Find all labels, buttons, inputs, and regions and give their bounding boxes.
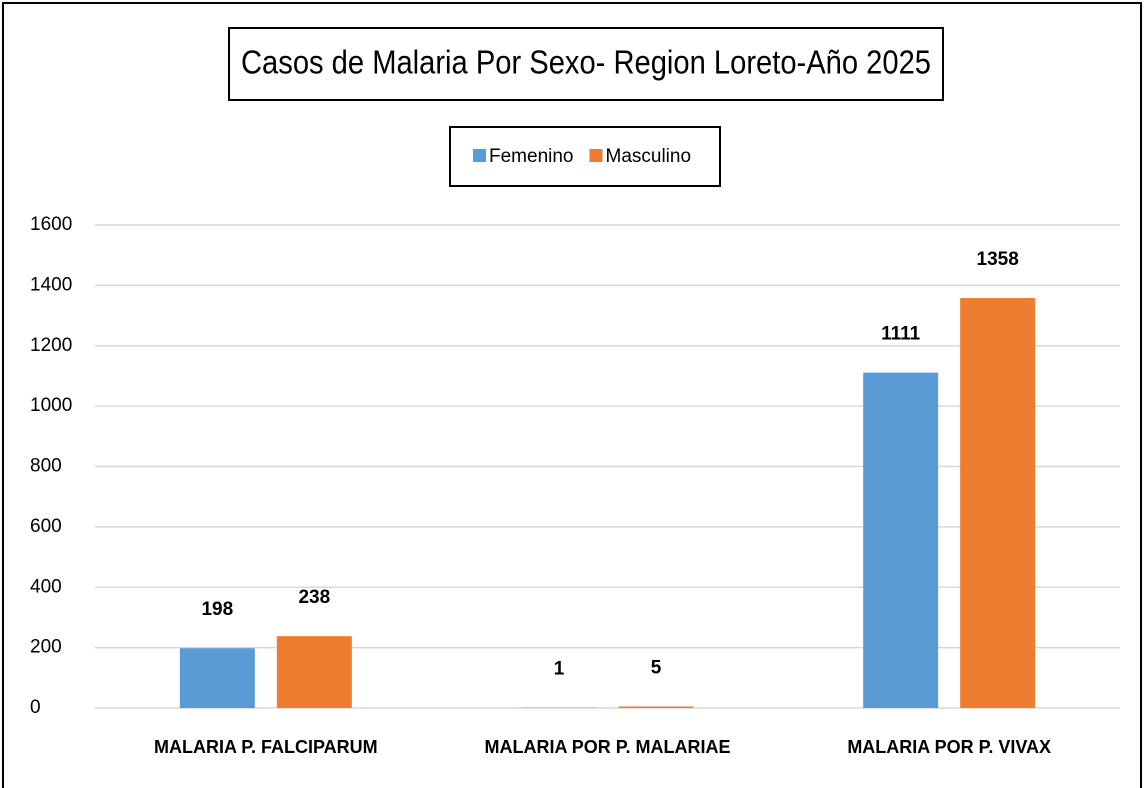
x-tick-label: MALARIA P. FALCIPARUM <box>154 737 378 757</box>
legend-swatch <box>473 149 486 162</box>
data-label: 1 <box>554 659 565 680</box>
x-tick-label: MALARIA POR P. MALARIAE <box>484 737 730 757</box>
y-tick-label: 1000 <box>30 395 72 416</box>
y-tick-label: 200 <box>30 637 62 658</box>
bar <box>618 706 694 708</box>
legend-box <box>449 126 721 187</box>
y-tick-label: 1600 <box>30 214 72 235</box>
y-tick-label: 0 <box>30 697 41 718</box>
bar <box>960 298 1036 708</box>
bar <box>863 372 939 708</box>
y-tick-label: 400 <box>30 576 62 597</box>
bar <box>276 636 352 708</box>
data-label: 1358 <box>977 249 1019 270</box>
data-label: 198 <box>201 599 233 620</box>
chart-title: Casos de Malaria Por Sexo- Region Loreto… <box>241 44 931 81</box>
legend-label: Masculino <box>606 146 692 167</box>
y-tick-label: 800 <box>30 456 62 477</box>
y-tick-label: 600 <box>30 516 62 537</box>
y-tick-label: 1200 <box>30 335 72 356</box>
y-tick-label: 1400 <box>30 274 72 295</box>
data-label: 1111 <box>881 324 921 345</box>
data-label: 238 <box>298 587 330 608</box>
legend-label: Femenino <box>489 146 574 167</box>
title-box <box>228 27 944 101</box>
bar <box>179 648 255 708</box>
x-tick-label: MALARIA POR P. VIVAX <box>847 737 1051 757</box>
data-label: 5 <box>651 658 662 679</box>
legend-swatch <box>589 149 603 162</box>
